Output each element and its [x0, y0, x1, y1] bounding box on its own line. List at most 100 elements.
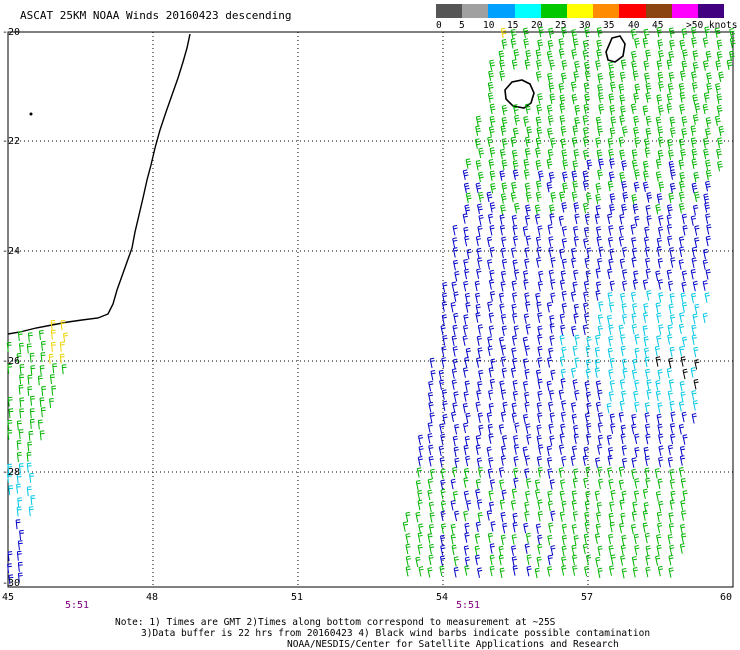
wind-barb	[475, 312, 481, 323]
wind-barb	[510, 38, 517, 49]
madagascar-coastline	[7, 33, 191, 335]
wind-barb	[26, 343, 32, 354]
wind-barb	[670, 433, 676, 445]
wind-barb	[514, 422, 520, 434]
wind-barb	[655, 390, 661, 402]
wind-barb	[501, 138, 508, 149]
wind-barb	[585, 391, 592, 403]
wind-barb	[537, 170, 544, 182]
wind-barb	[452, 324, 458, 336]
wind-barb	[634, 137, 641, 148]
wind-barb	[501, 39, 508, 50]
wind-barb	[572, 38, 579, 49]
wind-barb	[644, 347, 650, 359]
wind-barb	[668, 51, 675, 62]
wind-barb	[561, 60, 568, 71]
wind-barb	[501, 159, 508, 171]
wind-barb	[39, 430, 45, 441]
wind-barb	[550, 137, 556, 149]
wind-barb	[488, 389, 494, 401]
wind-barb	[716, 148, 722, 160]
wind-barb	[48, 353, 54, 364]
wind-barb	[428, 401, 434, 413]
wind-barb	[573, 269, 579, 281]
wind-barb	[547, 115, 554, 126]
wind-barb	[572, 125, 579, 136]
wind-barb	[427, 567, 433, 578]
wind-barb	[681, 510, 687, 521]
wind-barb	[670, 411, 676, 423]
wind-barb	[633, 92, 640, 104]
wind-barb	[669, 314, 676, 325]
wind-barb	[7, 463, 13, 474]
wind-barb	[27, 374, 33, 385]
wind-barb	[584, 61, 590, 73]
wind-barb	[535, 180, 542, 191]
lon-label: 60	[720, 592, 733, 603]
wind-barb	[657, 71, 664, 83]
wind-barb	[486, 236, 493, 248]
wind-barb	[632, 203, 639, 215]
wind-barb	[584, 511, 590, 523]
wind-barb	[608, 258, 614, 270]
wind-barb	[645, 127, 652, 139]
wind-barb	[487, 81, 494, 93]
wind-barb	[655, 171, 662, 182]
wind-barb	[441, 389, 448, 400]
wind-barb	[705, 169, 712, 181]
wind-barb	[59, 341, 65, 352]
pass-time-west: 5:51	[65, 600, 90, 611]
wind-barb	[583, 127, 589, 138]
wind-barb	[596, 39, 603, 51]
wind-barb	[656, 193, 663, 204]
wind-barb	[438, 445, 444, 457]
wind-barb	[585, 466, 591, 477]
wind-barb	[19, 374, 25, 385]
wind-barb	[523, 522, 529, 534]
wind-barb	[463, 422, 469, 434]
legend-swatch	[566, 4, 594, 18]
wind-barb	[666, 93, 673, 104]
wind-barb	[50, 319, 56, 330]
wind-barb	[476, 268, 482, 279]
wind-barb	[619, 522, 625, 534]
wind-barb	[597, 125, 603, 137]
wind-barb	[513, 444, 520, 455]
wind-barb	[715, 83, 721, 94]
wind-barb	[26, 462, 32, 473]
wind-barb	[634, 447, 640, 458]
wind-barb	[691, 71, 697, 82]
wind-barb	[631, 423, 637, 435]
wind-barb	[524, 292, 530, 303]
wind-barb	[584, 381, 590, 392]
wind-barb	[643, 446, 649, 458]
wind-barb	[607, 347, 613, 359]
wind-barb	[594, 457, 601, 468]
wind-barb	[656, 511, 663, 523]
wind-barb	[657, 126, 664, 137]
wind-barb	[596, 149, 603, 161]
wind-barb	[450, 534, 456, 545]
wind-barb	[632, 567, 638, 578]
wind-barb	[537, 510, 543, 522]
wind-barb	[558, 38, 565, 49]
wind-barb	[702, 312, 708, 324]
wind-barb	[716, 93, 723, 104]
wind-barb	[465, 158, 472, 169]
wind-barb	[655, 491, 662, 502]
legend-swatch	[540, 4, 567, 18]
wind-barb	[560, 368, 566, 380]
wind-barb	[715, 60, 722, 71]
wind-barb	[476, 203, 483, 215]
wind-barb	[631, 468, 637, 480]
wind-barb	[560, 138, 567, 149]
wind-barb	[597, 567, 603, 579]
wind-barb	[690, 269, 696, 280]
wind-barb	[464, 522, 470, 534]
wind-barb	[633, 181, 640, 193]
wind-barb	[428, 501, 435, 513]
wind-barb	[656, 26, 663, 38]
wind-barb	[538, 26, 545, 38]
wind-barb	[536, 424, 542, 436]
wind-barb	[511, 402, 517, 414]
